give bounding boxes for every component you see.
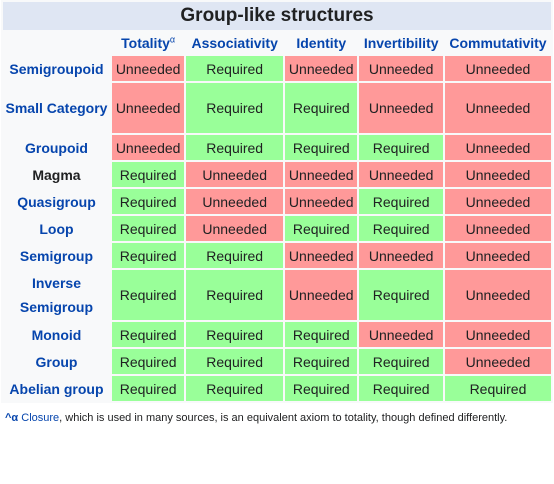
- unneeded-cell: Unneeded: [359, 83, 443, 133]
- unneeded-cell: Unneeded: [111, 56, 185, 81]
- footnote: ^α Closure, which is used in many source…: [1, 403, 553, 429]
- unneeded-cell: Unneeded: [444, 56, 551, 81]
- table-row: Semigroup Required Required Unneeded Unneede…: [3, 243, 551, 268]
- column-label[interactable]: Invertibility: [363, 35, 439, 51]
- column-header-associativity[interactable]: Associativity: [186, 32, 283, 54]
- column-header-invertibility[interactable]: Invertibility: [359, 32, 443, 54]
- row-header[interactable]: Inverse Semigroup: [19, 275, 94, 315]
- unneeded-cell: Unneeded: [285, 243, 358, 268]
- unneeded-cell: Unneeded: [359, 162, 443, 187]
- table-row: Monoid Required Required Required Unneeded Un…: [3, 322, 551, 347]
- column-label[interactable]: Commutativity: [449, 35, 547, 51]
- required-cell: Required: [111, 189, 185, 214]
- required-cell: Required: [111, 216, 185, 241]
- required-cell: Required: [285, 376, 358, 401]
- unneeded-cell: Unneeded: [285, 270, 358, 320]
- row-header[interactable]: Semigroup: [19, 247, 94, 264]
- required-cell: Required: [186, 243, 284, 268]
- closure-link[interactable]: Closure: [21, 412, 60, 424]
- row-header[interactable]: Monoid: [31, 326, 82, 343]
- unneeded-cell: Unneeded: [186, 162, 284, 187]
- unneeded-cell: Unneeded: [444, 162, 551, 187]
- unneeded-cell: Unneeded: [444, 270, 551, 320]
- group-like-structures-navbox: Group-like structures Totalityα Associat…: [1, 0, 553, 429]
- row-header[interactable]: Small Category: [5, 100, 108, 116]
- column-header-row: Totalityα Associativity Identity Inverti…: [3, 32, 551, 54]
- table-row: Small Category Unneeded Required Required Un…: [3, 83, 551, 133]
- required-cell: Required: [186, 83, 284, 133]
- unneeded-cell: Unneeded: [186, 189, 284, 214]
- unneeded-cell: Unneeded: [444, 135, 551, 160]
- row-header[interactable]: Quasigroup: [17, 193, 96, 210]
- required-cell: Required: [359, 135, 443, 160]
- unneeded-cell: Unneeded: [111, 135, 185, 160]
- unneeded-cell: Unneeded: [444, 322, 551, 347]
- required-cell: Required: [186, 270, 284, 320]
- required-cell: Required: [111, 349, 185, 374]
- unneeded-cell: Unneeded: [359, 243, 443, 268]
- table-row: Group Required Required Required Required Unn…: [3, 349, 551, 374]
- table-row: Semigroupoid Unneeded Required Unneeded Unne…: [3, 56, 551, 81]
- table-row: Groupoid Unneeded Required Required Required…: [3, 135, 551, 160]
- table-row: Inverse Semigroup Required Required Unneede…: [3, 270, 551, 320]
- unneeded-cell: Unneeded: [359, 322, 443, 347]
- column-header-commutativity[interactable]: Commutativity: [445, 32, 551, 54]
- unneeded-cell: Unneeded: [444, 83, 551, 133]
- required-cell: Required: [186, 376, 284, 401]
- unneeded-cell: Unneeded: [285, 56, 358, 81]
- column-label[interactable]: Associativity: [191, 35, 278, 51]
- unneeded-cell: Unneeded: [359, 56, 443, 81]
- table-row: Abelian group Required Required Required Req…: [3, 376, 551, 401]
- footnote-text: , which is used in many sources, is an e…: [59, 412, 508, 424]
- table-body: Semigroupoid Unneeded Required Unneeded Unne…: [3, 56, 551, 401]
- footnote-backlink[interactable]: ^α: [5, 412, 19, 424]
- required-cell: Required: [359, 216, 443, 241]
- unneeded-cell: Unneeded: [285, 162, 358, 187]
- row-header[interactable]: Abelian group: [9, 380, 104, 397]
- required-cell: Required: [359, 270, 443, 320]
- required-cell: Required: [186, 56, 284, 81]
- table-row: Quasigroup Required Unneeded Unneeded Requir…: [3, 189, 551, 214]
- unneeded-cell: Unneeded: [444, 349, 551, 374]
- column-header-identity[interactable]: Identity: [285, 32, 357, 54]
- row-header: Magma: [32, 166, 81, 183]
- unneeded-cell: Unneeded: [285, 189, 358, 214]
- row-header[interactable]: Semigroupoid: [9, 60, 104, 77]
- required-cell: Required: [359, 376, 443, 401]
- table-row: Magma Required Unneeded Unneeded Unneeded Unn…: [3, 162, 551, 187]
- column-label[interactable]: Identity: [296, 35, 347, 51]
- required-cell: Required: [285, 135, 358, 160]
- required-cell: Required: [285, 322, 358, 347]
- unneeded-cell: Unneeded: [186, 216, 284, 241]
- corner-blank: [3, 32, 110, 54]
- column-label[interactable]: Totality: [121, 35, 170, 51]
- required-cell: Required: [444, 376, 551, 401]
- unneeded-cell: Unneeded: [444, 189, 551, 214]
- column-header-totality[interactable]: Totalityα: [112, 32, 184, 54]
- row-header[interactable]: Loop: [39, 220, 74, 237]
- required-cell: Required: [285, 349, 358, 374]
- required-cell: Required: [111, 322, 185, 347]
- unneeded-cell: Unneeded: [444, 243, 551, 268]
- footnote-ref[interactable]: α: [169, 34, 176, 45]
- structures-table: Group-like structures Totalityα Associat…: [1, 0, 553, 403]
- required-cell: Required: [111, 162, 185, 187]
- unneeded-cell: Unneeded: [444, 216, 551, 241]
- row-header[interactable]: Group: [35, 353, 78, 370]
- table-row: Loop Required Unneeded Required Required Unne…: [3, 216, 551, 241]
- required-cell: Required: [186, 135, 284, 160]
- required-cell: Required: [111, 270, 185, 320]
- required-cell: Required: [111, 376, 185, 401]
- required-cell: Required: [111, 243, 185, 268]
- required-cell: Required: [186, 349, 284, 374]
- required-cell: Required: [359, 349, 443, 374]
- required-cell: Required: [359, 189, 443, 214]
- required-cell: Required: [285, 83, 358, 133]
- row-header[interactable]: Groupoid: [24, 139, 88, 156]
- unneeded-cell: Unneeded: [111, 83, 185, 133]
- table-title: Group-like structures: [3, 2, 551, 30]
- required-cell: Required: [285, 216, 358, 241]
- required-cell: Required: [186, 322, 284, 347]
